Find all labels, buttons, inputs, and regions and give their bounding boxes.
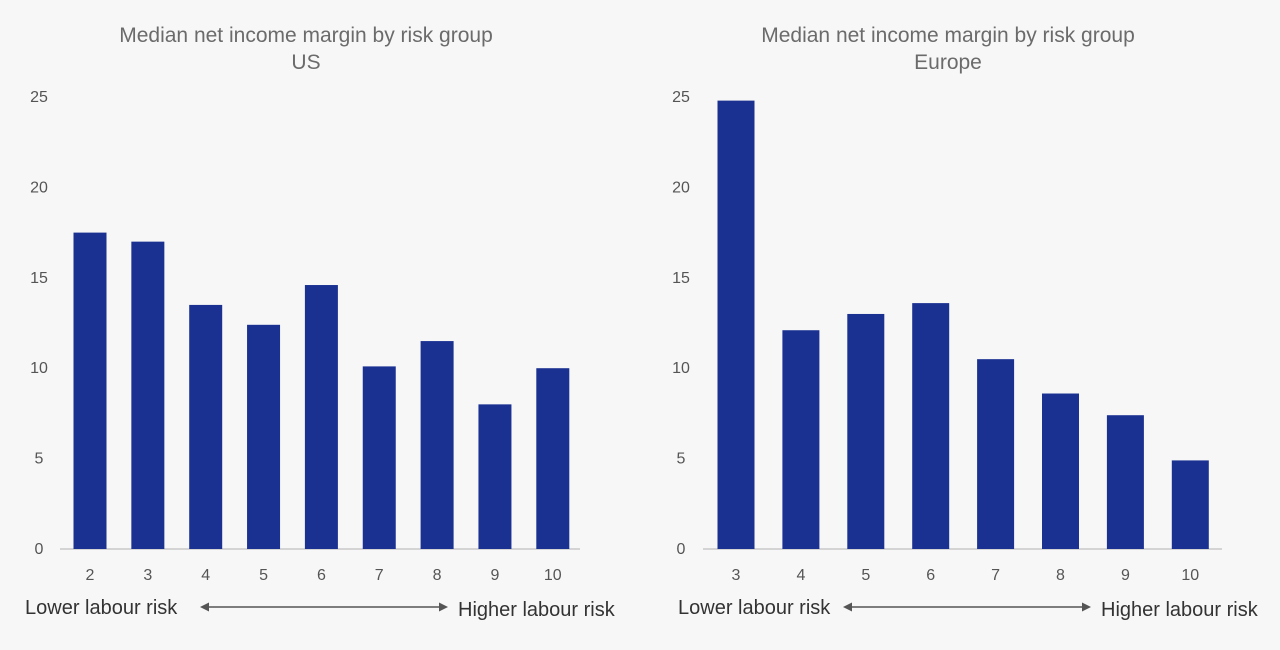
x-tick-label: 4 [201, 567, 210, 584]
chart-europe: Median net income margin by risk group E… [672, 24, 1259, 621]
chart-us-subtitle: US [291, 51, 320, 74]
y-tick-label: 10 [30, 360, 48, 377]
y-tick-label: 10 [672, 360, 690, 377]
chart-us: Median net income margin by risk group U… [25, 24, 616, 621]
chart-us-y-axis: 0 5 10 15 20 25 [30, 89, 48, 558]
bar-8 [420, 341, 454, 549]
bar-4 [782, 330, 820, 549]
chart-us-title: Median net income margin by risk group [119, 24, 493, 47]
x-tick-label: 10 [1181, 567, 1199, 584]
chart-us-bars [73, 232, 570, 549]
x-tick-label: 7 [991, 567, 1000, 584]
bar-10 [1171, 460, 1209, 549]
bar-9 [1106, 415, 1144, 549]
x-tick-label: 8 [433, 567, 442, 584]
x-tick-label: 3 [143, 567, 152, 584]
bar-3 [717, 100, 755, 549]
chart-us-higher-risk-label: Higher labour risk [458, 599, 616, 621]
chart-europe-y-axis: 0 5 10 15 20 25 [672, 89, 690, 558]
bar-5 [847, 313, 885, 549]
bar-5 [247, 324, 281, 549]
bar-2 [73, 232, 107, 549]
x-tick-label: 6 [926, 567, 935, 584]
y-tick-label: 5 [35, 451, 44, 468]
y-tick-label: 15 [30, 270, 48, 287]
x-tick-label: 9 [490, 567, 499, 584]
bar-3 [131, 241, 165, 549]
x-tick-label: 2 [86, 567, 95, 584]
chart-europe-x-axis: 3 4 5 6 7 8 9 10 [732, 567, 1200, 584]
bar-8 [1042, 393, 1079, 549]
bar-7 [362, 366, 396, 549]
chart-us-lower-risk-label: Lower labour risk [25, 597, 178, 619]
y-tick-label: 0 [677, 541, 686, 558]
bar-10 [536, 368, 570, 549]
x-tick-label: 8 [1056, 567, 1065, 584]
x-tick-label: 5 [259, 567, 268, 584]
x-tick-label: 6 [317, 567, 326, 584]
chart-europe-higher-risk-label: Higher labour risk [1101, 599, 1259, 621]
chart-us-x-axis: 2 3 4 5 6 7 8 9 10 [86, 567, 562, 584]
y-tick-label: 0 [35, 541, 44, 558]
y-tick-label: 25 [30, 89, 48, 106]
chart-europe-subtitle: Europe [914, 51, 982, 74]
chart-europe-bars [717, 100, 1209, 549]
chart-europe-lower-risk-label: Lower labour risk [678, 597, 831, 619]
bar-4 [189, 304, 223, 549]
chart-us-risk-arrow [200, 602, 448, 612]
y-tick-label: 20 [672, 179, 690, 196]
x-tick-label: 5 [861, 567, 870, 584]
y-tick-label: 15 [672, 270, 690, 287]
bar-9 [478, 404, 512, 549]
y-tick-label: 5 [677, 451, 686, 468]
y-tick-label: 20 [30, 179, 48, 196]
x-tick-label: 3 [732, 567, 741, 584]
x-tick-label: 7 [375, 567, 384, 584]
bar-6 [304, 285, 338, 549]
bar-6 [912, 303, 950, 549]
chart-europe-risk-arrow [843, 602, 1091, 612]
chart-europe-title: Median net income margin by risk group [761, 24, 1135, 47]
x-tick-label: 9 [1121, 567, 1130, 584]
y-tick-label: 25 [672, 89, 690, 106]
bar-7 [977, 359, 1015, 549]
x-tick-label: 10 [544, 567, 562, 584]
x-tick-label: 4 [796, 567, 805, 584]
